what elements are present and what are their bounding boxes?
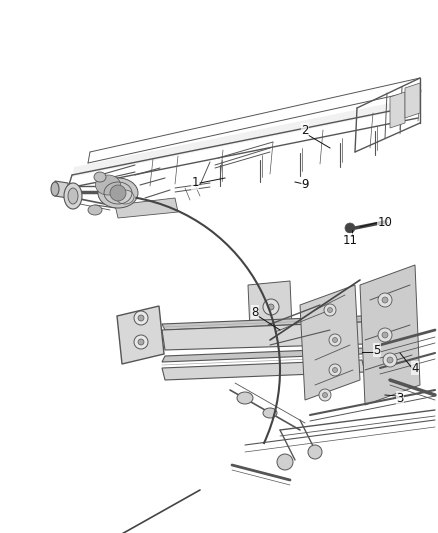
Text: 11: 11: [343, 233, 357, 246]
Text: 5: 5: [373, 343, 381, 357]
Text: 3: 3: [396, 392, 404, 405]
Text: 1: 1: [191, 176, 199, 190]
Circle shape: [134, 335, 148, 349]
Circle shape: [383, 353, 397, 367]
Circle shape: [268, 304, 274, 310]
Ellipse shape: [95, 175, 120, 195]
Circle shape: [263, 299, 279, 315]
Circle shape: [328, 308, 332, 312]
Circle shape: [308, 445, 322, 459]
Text: 4: 4: [411, 361, 419, 375]
Polygon shape: [405, 83, 420, 118]
Circle shape: [324, 304, 336, 316]
Polygon shape: [390, 92, 405, 128]
Circle shape: [387, 357, 393, 363]
Circle shape: [332, 337, 338, 343]
Circle shape: [332, 367, 338, 373]
Polygon shape: [360, 265, 420, 405]
Circle shape: [345, 223, 355, 233]
Polygon shape: [72, 97, 420, 177]
Circle shape: [134, 311, 148, 325]
Circle shape: [277, 454, 293, 470]
Circle shape: [329, 364, 341, 376]
Ellipse shape: [116, 190, 134, 204]
Polygon shape: [162, 316, 365, 330]
Circle shape: [378, 328, 392, 342]
Polygon shape: [162, 322, 365, 350]
Polygon shape: [162, 348, 365, 362]
Polygon shape: [248, 281, 292, 331]
Polygon shape: [115, 198, 178, 218]
Text: 9: 9: [301, 179, 309, 191]
Circle shape: [319, 389, 331, 401]
Ellipse shape: [51, 182, 59, 196]
Circle shape: [138, 339, 144, 345]
Polygon shape: [117, 306, 164, 364]
Ellipse shape: [263, 408, 277, 418]
Circle shape: [382, 332, 388, 338]
Ellipse shape: [98, 178, 138, 208]
Ellipse shape: [94, 172, 106, 182]
Circle shape: [382, 297, 388, 303]
Ellipse shape: [68, 188, 78, 204]
Ellipse shape: [88, 205, 102, 215]
Circle shape: [329, 334, 341, 346]
Text: 8: 8: [251, 305, 259, 319]
Circle shape: [138, 315, 144, 321]
Circle shape: [322, 392, 328, 398]
Circle shape: [110, 185, 126, 201]
Polygon shape: [162, 360, 365, 380]
Circle shape: [378, 293, 392, 307]
Polygon shape: [300, 285, 360, 400]
Polygon shape: [55, 181, 68, 198]
Ellipse shape: [64, 183, 82, 209]
Text: 10: 10: [378, 215, 392, 229]
Ellipse shape: [237, 392, 253, 404]
Text: 2: 2: [301, 124, 309, 136]
